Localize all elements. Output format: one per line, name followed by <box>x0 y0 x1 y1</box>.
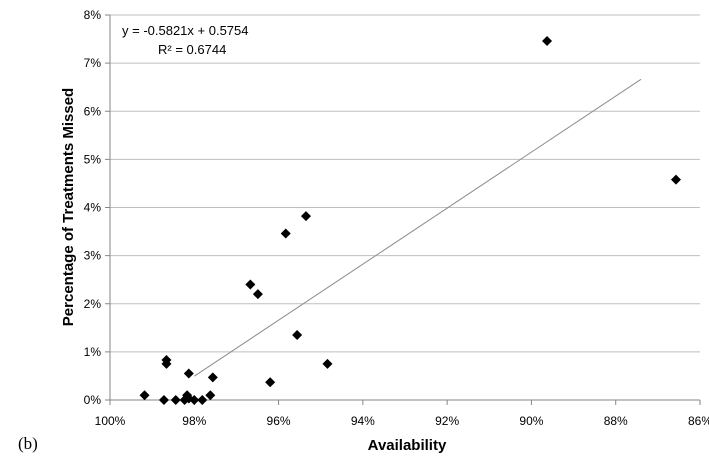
x-tick-label: 94% <box>351 414 375 428</box>
trendline <box>194 78 642 377</box>
data-point <box>542 35 553 46</box>
y-tick-label: 8% <box>84 8 102 22</box>
data-point <box>170 395 181 405</box>
x-axis-title: Availability <box>368 437 447 454</box>
x-tick-label: 88% <box>604 414 628 428</box>
data-point <box>252 289 263 300</box>
y-tick-label: 1% <box>84 345 102 359</box>
data-point <box>280 228 291 239</box>
trendline-layer <box>194 78 642 377</box>
y-tick-label: 3% <box>84 249 102 263</box>
y-tick-label: 0% <box>84 393 102 407</box>
data-point <box>300 211 311 222</box>
data-point <box>205 390 216 401</box>
trendline-r-squared: R² = 0.6744 <box>158 42 226 57</box>
tick-labels: 0% 1% 2% 3% 4% 5% 6% 7% 8% 100% 98% 96% 94% 92% 90% 88%… <box>84 8 709 428</box>
x-tick-label: 100% <box>95 414 126 428</box>
data-points <box>139 35 681 405</box>
x-tick-label: 92% <box>435 414 459 428</box>
data-point <box>158 395 169 405</box>
y-tick-label: 2% <box>84 297 102 311</box>
y-tick-label: 6% <box>84 104 102 118</box>
x-tick-label: 98% <box>182 414 206 428</box>
data-point <box>670 174 681 185</box>
data-point <box>245 279 256 290</box>
y-tick-label: 7% <box>84 56 102 70</box>
gridlines <box>110 14 700 353</box>
data-point <box>207 372 218 383</box>
data-point <box>161 358 172 369</box>
y-tick-label: 5% <box>84 152 102 166</box>
data-point <box>189 395 200 405</box>
data-point <box>197 395 208 405</box>
panel-label: (b) <box>18 434 38 453</box>
x-tick-label: 86% <box>688 414 709 428</box>
axes <box>105 14 701 405</box>
y-tick-label: 4% <box>84 201 102 215</box>
x-tick-label: 96% <box>267 414 291 428</box>
trendline-equation: y = -0.5821x + 0.5754 <box>122 23 248 38</box>
data-point <box>139 390 150 401</box>
data-point <box>322 358 333 369</box>
data-point <box>183 368 194 379</box>
data-point <box>265 377 276 388</box>
y-axis-title: Percentage of Treatments Missed <box>60 88 77 326</box>
x-tick-label: 90% <box>519 414 543 428</box>
data-point <box>292 330 303 341</box>
